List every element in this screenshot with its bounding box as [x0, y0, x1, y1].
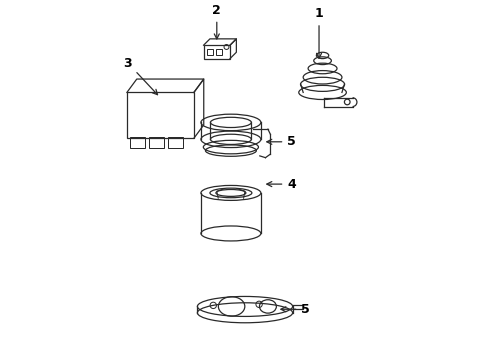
- Bar: [169, 136, 183, 148]
- Bar: [130, 136, 145, 148]
- Text: 4: 4: [267, 177, 296, 190]
- Text: 5: 5: [281, 303, 310, 316]
- Bar: [203, 45, 230, 59]
- Text: 5: 5: [267, 135, 296, 148]
- Bar: [207, 49, 213, 55]
- Bar: [127, 93, 194, 138]
- Bar: [216, 49, 221, 55]
- Bar: [149, 136, 164, 148]
- Text: 3: 3: [123, 57, 158, 95]
- Text: 2: 2: [213, 4, 221, 39]
- Text: 1: 1: [315, 7, 323, 58]
